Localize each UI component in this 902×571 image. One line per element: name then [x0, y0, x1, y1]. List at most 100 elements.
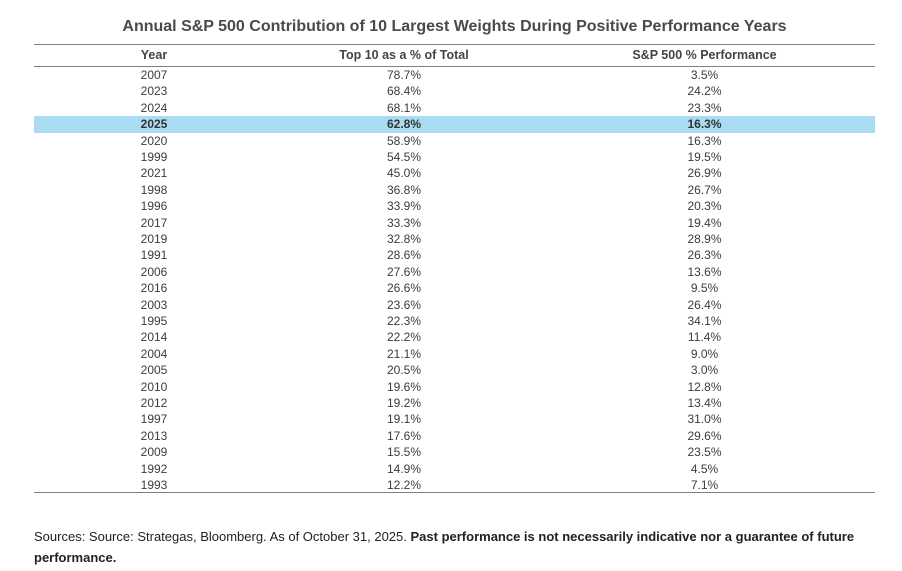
table-row: 2007 78.7% 3.5%: [34, 67, 875, 83]
table-row: 2017 33.3% 19.4%: [34, 215, 875, 231]
sp500-performance-cell: 19.4%: [687, 215, 722, 230]
top10-pct-cell: 28.6%: [386, 248, 422, 263]
table-row: 1995 22.3% 34.1%: [34, 313, 875, 329]
table-row: 2013 17.6% 29.6%: [34, 428, 875, 444]
sp500-performance-cell: 16.3%: [687, 117, 722, 132]
year-cell: 2024: [140, 100, 168, 115]
top10-pct-cell: 19.2%: [386, 396, 422, 410]
year-cell: 2005: [140, 363, 168, 378]
top10-pct-cell: 62.8%: [386, 117, 422, 132]
sp500-performance-cell: 26.7%: [687, 182, 722, 197]
top10-pct-cell: 15.5%: [386, 445, 422, 460]
footer-disclaimer: Past performance is not necessarily indi…: [34, 529, 855, 565]
year-cell: 2017: [140, 215, 168, 230]
table-row: 1992 14.9% 4.5%: [34, 461, 875, 477]
top10-pct-cell: 45.0%: [386, 166, 422, 181]
sp500-performance-cell: 26.3%: [687, 248, 722, 263]
sp500-performance-cell: 29.6%: [687, 428, 722, 443]
top10-pct-cell: 21.1%: [386, 346, 422, 361]
year-cell: 2021: [140, 166, 168, 181]
top10-pct-cell: 58.9%: [386, 133, 422, 148]
sp500-performance-cell: 24.2%: [687, 84, 722, 99]
sp500-performance-cell: 13.6%: [687, 264, 722, 279]
sp500-performance-cell: 16.3%: [687, 133, 722, 148]
sp500-performance-cell: 28.9%: [687, 232, 722, 246]
year-cell: 2012: [140, 396, 168, 410]
sp500-performance-cell: 7.1%: [690, 478, 719, 492]
top10-pct-cell: 12.2%: [386, 478, 422, 492]
table-row: 2006 27.6% 13.6%: [34, 264, 875, 280]
top10-pct-cell: 19.1%: [386, 412, 422, 427]
year-cell: 1998: [140, 182, 168, 197]
table-row: 2004 21.1% 9.0%: [34, 346, 875, 362]
year-cell: 2007: [140, 68, 168, 82]
table-row: 2024 68.1% 23.3%: [34, 100, 875, 116]
table-row: 2023 68.4% 24.2%: [34, 83, 875, 99]
year-cell: 2010: [140, 379, 168, 394]
header-year: Year: [140, 48, 168, 62]
sp500-performance-cell: 3.5%: [690, 68, 719, 82]
sp500-performance-cell: 11.4%: [687, 330, 722, 345]
year-cell: 2020: [140, 133, 168, 148]
top10-pct-cell: 54.5%: [386, 150, 422, 164]
sp500-performance-cell: 26.9%: [687, 166, 722, 181]
sp500-performance-cell: 9.0%: [690, 346, 719, 361]
year-cell: 2009: [140, 445, 168, 460]
sp500-performance-cell: 19.5%: [687, 150, 722, 164]
footer-note: Sources: Source: Strategas, Bloomberg. A…: [34, 526, 879, 568]
sp500-performance-cell: 13.4%: [687, 396, 722, 410]
top10-pct-cell: 27.6%: [386, 264, 422, 279]
top10-pct-cell: 33.9%: [386, 199, 422, 214]
year-cell: 1993: [140, 478, 168, 492]
table-row: 2010 19.6% 12.8%: [34, 379, 875, 395]
year-cell: 2013: [140, 428, 168, 443]
table-row: 1998 36.8% 26.7%: [34, 182, 875, 198]
year-cell: 1999: [140, 150, 168, 164]
table-row: 2005 20.5% 3.0%: [34, 362, 875, 378]
sp500-performance-cell: 4.5%: [690, 461, 719, 476]
table-row: 2016 26.6% 9.5%: [34, 280, 875, 296]
top10-pct-cell: 23.6%: [386, 297, 422, 312]
sp500-performance-cell: 9.5%: [690, 281, 719, 296]
table-header: Year Top 10 as a % of Total S&P 500 % Pe…: [34, 48, 875, 66]
top10-pct-cell: 22.2%: [386, 330, 422, 345]
year-cell: 1996: [140, 199, 168, 214]
sp500-performance-cell: 20.3%: [687, 199, 722, 214]
year-cell: 2006: [140, 264, 168, 279]
table-row: 1999 54.5% 19.5%: [34, 149, 875, 165]
bottom-rule: [34, 492, 875, 493]
year-cell: 1991: [140, 248, 168, 263]
year-cell: 1995: [140, 314, 168, 328]
table-row: 2003 23.6% 26.4%: [34, 297, 875, 313]
sp500-performance-cell: 3.0%: [690, 363, 719, 378]
table-row-highlighted: 2025 62.8% 16.3%: [34, 116, 875, 133]
year-cell: 2016: [140, 281, 168, 296]
top10-pct-cell: 26.6%: [386, 281, 422, 296]
top10-pct-cell: 68.1%: [386, 100, 422, 115]
table-row: 2014 22.2% 11.4%: [34, 329, 875, 345]
header-rule: [34, 66, 875, 67]
year-cell: 1992: [140, 461, 168, 476]
year-cell: 2004: [140, 346, 168, 361]
table-title: Annual S&P 500 Contribution of 10 Larges…: [122, 18, 787, 35]
year-cell: 2025: [140, 117, 168, 132]
table-row: 1993 12.2% 7.1%: [34, 477, 875, 493]
table-row: 2021 45.0% 26.9%: [34, 165, 875, 181]
footer-sources: Sources: Source: Strategas, Bloomberg. A…: [34, 529, 407, 544]
top10-pct-cell: 36.8%: [386, 182, 422, 197]
year-cell: 1997: [140, 412, 168, 427]
year-cell: 2019: [140, 232, 168, 246]
top10-pct-cell: 78.7%: [386, 68, 422, 82]
sp500-performance-cell: 23.3%: [687, 100, 722, 115]
sp500-performance-cell: 12.8%: [687, 379, 722, 394]
top10-pct-cell: 22.3%: [386, 314, 422, 328]
table-row: 2012 19.2% 13.4%: [34, 395, 875, 411]
top10-pct-cell: 32.8%: [386, 232, 422, 246]
year-cell: 2003: [140, 297, 168, 312]
top10-pct-cell: 17.6%: [386, 428, 422, 443]
table-row: 1991 28.6% 26.3%: [34, 247, 875, 263]
table-row: 2009 15.5% 23.5%: [34, 444, 875, 460]
top10-pct-cell: 14.9%: [386, 461, 422, 476]
sp500-performance-cell: 34.1%: [687, 314, 722, 328]
top10-pct-cell: 33.3%: [386, 215, 422, 230]
